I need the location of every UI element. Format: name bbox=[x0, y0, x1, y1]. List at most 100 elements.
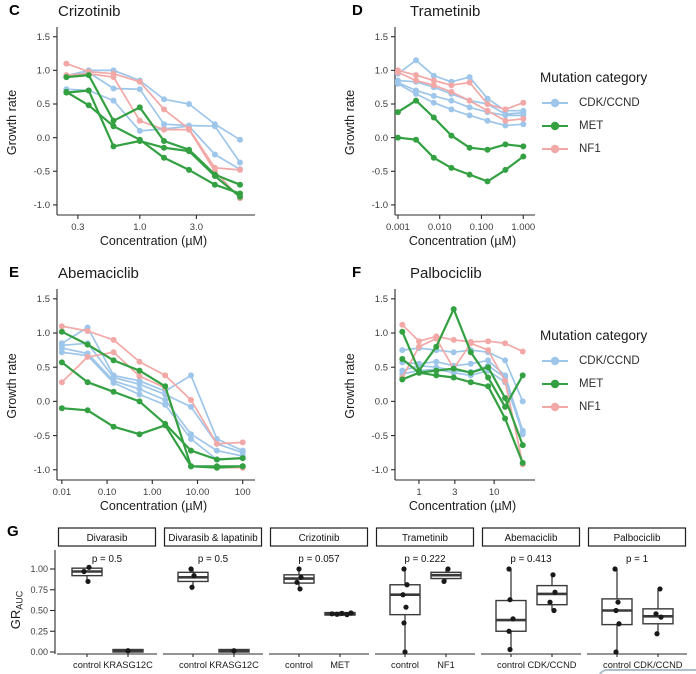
x-tick-label: 10 bbox=[489, 487, 500, 498]
data-point-met bbox=[186, 166, 192, 173]
data-point-met bbox=[502, 395, 509, 401]
facet-label: Palbociclib bbox=[614, 533, 661, 544]
data-point-nf1 bbox=[394, 69, 401, 76]
group-label: control bbox=[603, 660, 631, 670]
data-point-met bbox=[466, 171, 473, 178]
y-axis-label: Growth rate bbox=[5, 90, 19, 155]
y-tick-label: 1.0 bbox=[37, 328, 50, 339]
data-point-nf1 bbox=[485, 338, 492, 345]
jitter-point bbox=[653, 611, 659, 617]
data-point-nf1 bbox=[136, 358, 143, 365]
series-line-met bbox=[401, 308, 524, 409]
data-point-cdk-ccnd bbox=[466, 112, 473, 119]
x-axis-label: Concentration (µM) bbox=[409, 234, 516, 248]
y-tick-label: -1.0 bbox=[34, 465, 50, 476]
legend-key-dot bbox=[550, 121, 560, 131]
data-point-cdk-ccnd bbox=[110, 85, 117, 92]
jitter-point bbox=[86, 564, 92, 570]
data-point-nf1 bbox=[450, 336, 457, 343]
data-point-met bbox=[58, 405, 65, 412]
legend-label-nf1: NF1 bbox=[579, 401, 601, 413]
jitter-point bbox=[612, 566, 618, 572]
legend-key-dot bbox=[550, 98, 560, 108]
legend-key-cdk-ccnd-icon bbox=[542, 98, 568, 108]
jitter-point bbox=[615, 599, 621, 605]
x-axis-label: Concentration (µM) bbox=[100, 234, 207, 248]
data-point-cdk-ccnd bbox=[448, 106, 455, 113]
x-tick-label: 0.010 bbox=[428, 222, 452, 233]
data-point-met bbox=[213, 464, 220, 471]
data-point-nf1 bbox=[502, 117, 509, 124]
data-point-cdk-ccnd bbox=[237, 136, 243, 143]
data-point-nf1 bbox=[484, 107, 491, 114]
x-tick-label: 1.000 bbox=[511, 222, 535, 233]
x-axis-label: Concentration (µM) bbox=[100, 499, 207, 513]
facet-strip-crizotinib bbox=[269, 527, 369, 547]
jitter-point bbox=[613, 649, 619, 655]
data-point-met bbox=[85, 72, 92, 79]
data-point-met bbox=[485, 364, 492, 371]
facet-strip-divarasib bbox=[57, 527, 157, 547]
data-point-met bbox=[467, 379, 474, 386]
legend-key-met-icon bbox=[542, 121, 568, 131]
boxplot-panel-g: GRAUC 0.00 0.25 0.50 0.75 1.00 Divarasib p = 0.… bbox=[8, 527, 687, 670]
data-point-nf1 bbox=[110, 336, 117, 343]
jitter-point bbox=[297, 586, 303, 592]
series-line-met bbox=[61, 407, 243, 469]
legend-label-met: MET bbox=[579, 120, 604, 132]
jitter-point bbox=[507, 597, 513, 603]
data-point-cdk-ccnd bbox=[430, 99, 437, 106]
y-tick-label: 1.5 bbox=[375, 32, 388, 43]
data-point-met bbox=[519, 442, 526, 449]
data-point-met bbox=[399, 376, 406, 383]
data-point-met bbox=[161, 144, 167, 151]
data-point-nf1 bbox=[58, 379, 65, 386]
data-point-nf1 bbox=[502, 377, 509, 384]
x-tick-label: 100 bbox=[235, 487, 251, 498]
data-point-cdk-ccnd bbox=[110, 97, 117, 104]
data-point-cdk-ccnd bbox=[519, 429, 526, 436]
jitter-point bbox=[404, 582, 410, 588]
legend-item-met: MET bbox=[540, 119, 696, 133]
series-line-cdk-ccnd bbox=[61, 347, 243, 457]
data-point-cdk-ccnd bbox=[520, 121, 527, 128]
jitter-point bbox=[507, 646, 513, 653]
facet-strip-trametinib bbox=[375, 527, 475, 547]
data-point-met bbox=[519, 459, 526, 466]
group-label: control bbox=[497, 660, 525, 670]
data-point-nf1 bbox=[519, 348, 526, 355]
data-point-cdk-ccnd bbox=[485, 357, 492, 364]
data-point-cdk-ccnd bbox=[136, 381, 143, 388]
y-tick-label: 0.5 bbox=[37, 362, 50, 373]
data-point-met bbox=[186, 148, 192, 155]
data-point-nf1 bbox=[188, 397, 194, 403]
legend-item-met: MET bbox=[540, 377, 696, 391]
p-value-label: p = 0.222 bbox=[404, 554, 445, 565]
data-point-cdk-ccnd bbox=[484, 95, 491, 102]
y-tick-label: 1.5 bbox=[37, 294, 50, 305]
panel-letter-d: D bbox=[352, 2, 363, 19]
data-point-nf1 bbox=[186, 126, 192, 133]
group-label: control bbox=[73, 660, 101, 670]
data-point-nf1 bbox=[430, 82, 437, 89]
data-point-nf1 bbox=[399, 321, 406, 328]
jitter-point bbox=[188, 566, 194, 572]
jitter-point bbox=[401, 620, 407, 626]
data-point-nf1 bbox=[110, 74, 117, 81]
p-value-label: p = 0.5 bbox=[92, 554, 123, 565]
panel-title-trametinib: Trametinib bbox=[410, 3, 481, 20]
data-point-met bbox=[520, 153, 527, 160]
jitter-point bbox=[125, 648, 131, 654]
series-line-nf1 bbox=[397, 71, 524, 122]
series-line-met bbox=[397, 136, 524, 183]
data-point-cdk-ccnd bbox=[413, 57, 419, 64]
series-line-met bbox=[65, 90, 241, 195]
legend-item-cdk-ccnd: CDK/CCND bbox=[540, 96, 696, 110]
jitter-point bbox=[445, 566, 451, 572]
data-point-nf1 bbox=[466, 79, 473, 86]
legend-key-dot bbox=[550, 402, 560, 412]
line-chart-abemaciclib: -1.0 -0.5 0.0 0.5 1.0 1.5 0.01 0.10 1.00 10.00 100… bbox=[5, 289, 255, 513]
jitter-point bbox=[334, 611, 340, 617]
facet-strip-palbociclib bbox=[587, 527, 687, 547]
data-point-nf1 bbox=[413, 77, 419, 84]
